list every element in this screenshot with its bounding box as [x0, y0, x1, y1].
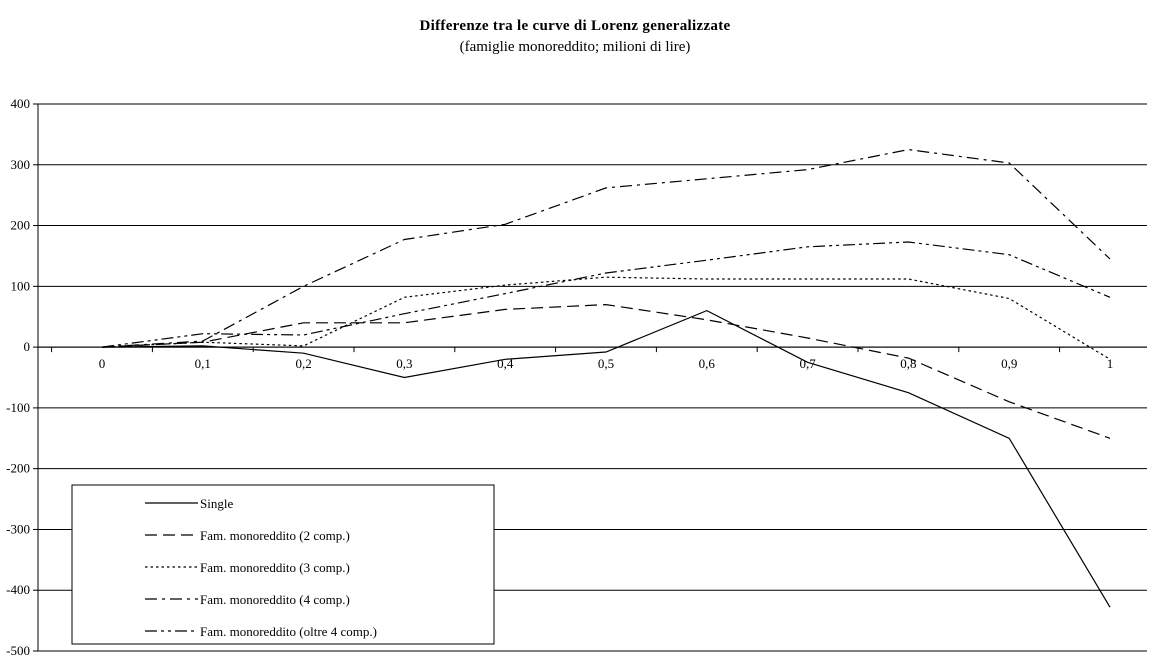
- legend-label-3: Fam. monoreddito (3 comp.): [200, 560, 350, 575]
- series-line-1: [101, 309, 1111, 608]
- legend-label-1: Single: [200, 496, 233, 511]
- x-tick-label: 0,6: [699, 356, 716, 371]
- y-tick-label: -500: [6, 643, 30, 658]
- y-tick-label: 100: [11, 278, 31, 293]
- chart-title: Differenze tra le curve di Lorenz genera…: [419, 18, 731, 34]
- y-tick-label: -400: [6, 582, 30, 597]
- gridlines: [38, 103, 1147, 652]
- legend-label-4: Fam. monoreddito (4 comp.): [200, 592, 350, 607]
- series-line-5: [101, 241, 1111, 348]
- legend-label-2: Fam. monoreddito (2 comp.): [200, 528, 350, 543]
- chart-title-block: Differenze tra le curve di Lorenz genera…: [0, 18, 1150, 56]
- x-tick-label: 0: [99, 356, 106, 371]
- series-line-2: [101, 303, 1111, 439]
- series-line-3: [101, 276, 1111, 360]
- y-tick-label: 200: [11, 218, 31, 233]
- axes: 400 300 200 100 0 -100 -200 -300 -400 -500 0 0,1 0,2…: [6, 96, 1147, 658]
- legend: Single Fam. monoreddito (2 comp.) Fam. mon…: [71, 484, 495, 645]
- y-tick-label: -300: [6, 521, 30, 536]
- series-lines: [101, 148, 1111, 608]
- x-tick-label: 0,9: [1001, 356, 1017, 371]
- series-line-4: [101, 148, 1111, 348]
- y-tick-label: 300: [11, 157, 31, 172]
- x-tick-label: 0,3: [396, 356, 412, 371]
- y-tick-label: 0: [24, 339, 31, 354]
- x-tick-label: 0,1: [195, 356, 211, 371]
- chart-subtitle: (famiglie monoreddito; milioni di lire): [459, 39, 691, 55]
- legend-box: [71, 484, 495, 645]
- x-tick-label: 0,5: [598, 356, 614, 371]
- legend-label-5: Fam. monoreddito (oltre 4 comp.): [200, 624, 377, 639]
- y-tick-label: -200: [6, 461, 30, 476]
- y-tick-label: 400: [11, 96, 31, 111]
- x-tick-label: 0,2: [295, 356, 311, 371]
- x-tick-label: 1: [1107, 356, 1114, 371]
- y-tick-label: -100: [6, 400, 30, 415]
